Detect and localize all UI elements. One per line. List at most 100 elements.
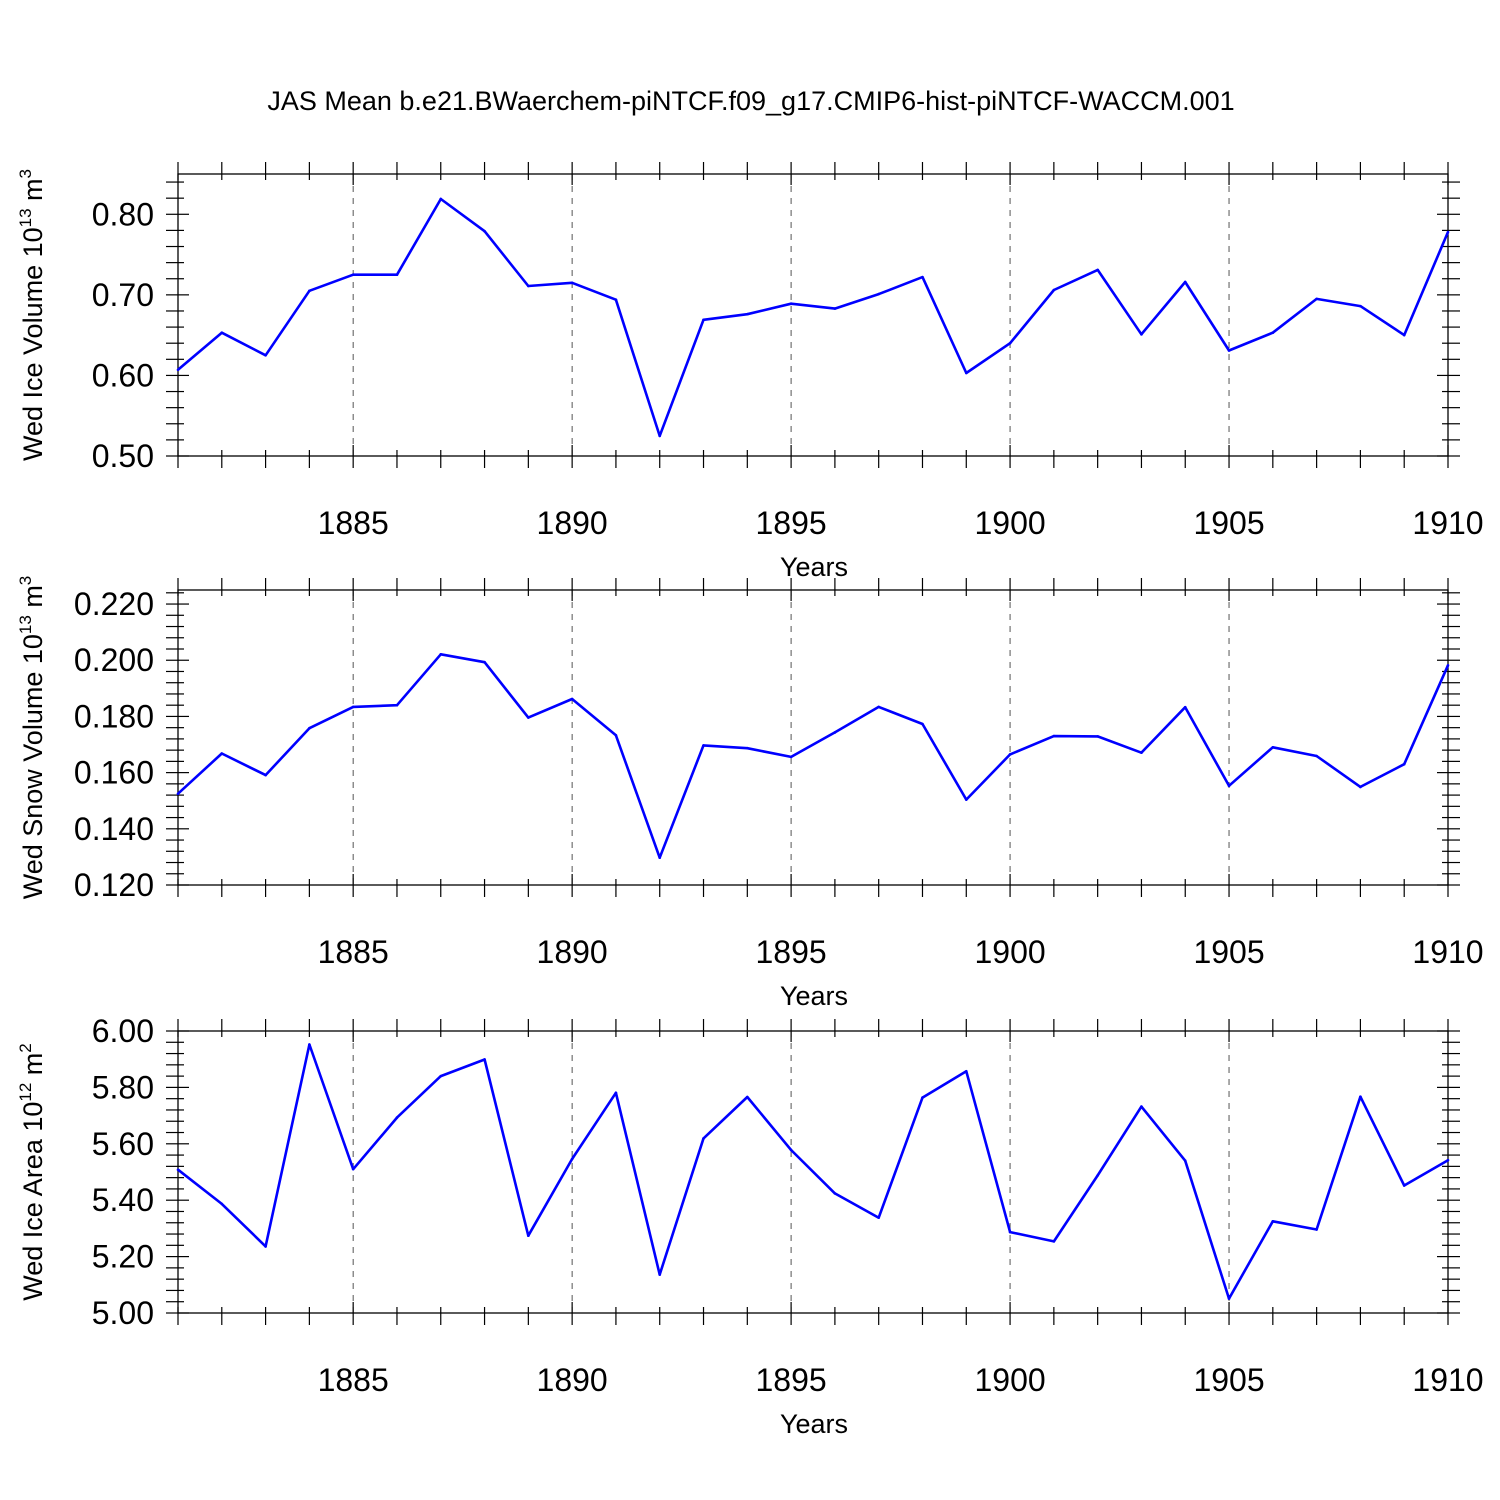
data-point [1183, 705, 1187, 709]
data-point [439, 1074, 443, 1078]
data-point [1096, 1174, 1099, 1177]
data-point [570, 1157, 574, 1161]
data-point [483, 660, 486, 664]
data-point [702, 744, 705, 747]
series-line [177, 652, 1450, 860]
data-point [176, 368, 180, 372]
x-tick-label: 1890 [537, 1362, 608, 1398]
data-point [308, 726, 311, 730]
y-axis-label-unit-exponent: 3 [16, 576, 35, 585]
data-point [1227, 1297, 1231, 1300]
data-point [964, 1070, 968, 1073]
data-point [658, 856, 662, 860]
y-tick-label: 5.00 [92, 1295, 154, 1331]
data-point [176, 1168, 180, 1172]
data-point [483, 1058, 486, 1061]
data-point [877, 292, 880, 296]
data-point [395, 1116, 399, 1119]
data-point [614, 733, 618, 737]
data-point [964, 798, 968, 801]
plot-frame [177, 1030, 1449, 1314]
data-point [176, 792, 180, 795]
y-tick-label: 0.50 [92, 438, 154, 474]
data-point [264, 353, 267, 357]
x-tick-label: 1905 [1193, 1362, 1264, 1398]
data-point [1315, 1228, 1318, 1231]
plot-frame [177, 589, 1449, 886]
y-axis-label-exponent: 13 [16, 615, 35, 634]
y-axis-label-exponent: 12 [16, 1083, 35, 1102]
data-point [527, 284, 530, 288]
x-tick-label: 1885 [318, 1362, 389, 1398]
chart-title: JAS Mean b.e21.BWaerchem-piNTCF.f09_g17.… [267, 86, 1234, 116]
data-point [1052, 288, 1056, 292]
data-point [1402, 762, 1406, 766]
data-point [1271, 331, 1275, 335]
data-point [570, 697, 574, 701]
data-point [1008, 341, 1012, 345]
data-point [921, 722, 924, 726]
data-point [1183, 1159, 1187, 1163]
data-point [308, 1043, 311, 1046]
data-point [702, 1137, 705, 1140]
data-point [1227, 784, 1231, 788]
x-tick-label: 1895 [756, 934, 827, 970]
data-point [1008, 1230, 1012, 1234]
data-point [264, 1245, 267, 1248]
data-point [1446, 663, 1450, 667]
data-point [1446, 230, 1450, 234]
data-point [1315, 297, 1318, 301]
y-tick-label: 0.200 [74, 642, 154, 678]
data-point [395, 703, 399, 707]
data-point [1402, 1184, 1406, 1187]
data-point [789, 302, 793, 306]
data-point [483, 229, 486, 233]
data-point [1052, 734, 1056, 738]
y-tick-label: 6.00 [92, 1013, 154, 1049]
data-point [921, 275, 924, 279]
x-tick-label: 1895 [756, 1362, 827, 1398]
data-point [1271, 1220, 1275, 1223]
x-tick-label: 1900 [974, 934, 1045, 970]
data-point [220, 1202, 224, 1206]
x-axis-label: Years [780, 981, 848, 1011]
x-tick-label: 1905 [1193, 934, 1264, 970]
data-point [264, 773, 267, 777]
data-point [833, 307, 837, 310]
data-point [351, 273, 355, 277]
x-tick-label: 1910 [1412, 934, 1483, 970]
x-tick-label: 1900 [974, 1362, 1045, 1398]
data-point [658, 1273, 662, 1276]
x-tick-label: 1910 [1412, 505, 1483, 541]
y-axis-label-unit-exponent: 3 [16, 169, 35, 178]
x-tick-label: 1885 [318, 505, 389, 541]
series-line [177, 1043, 1449, 1300]
plot-frame [177, 173, 1449, 457]
data-point [439, 653, 443, 656]
y-axis-label-exponent: 13 [16, 208, 35, 227]
data-point [746, 312, 749, 316]
y-axis-label-unit: m [18, 585, 48, 615]
data-point [789, 1148, 793, 1152]
y-tick-label: 5.60 [92, 1126, 154, 1162]
y-tick-label: 0.180 [74, 698, 154, 734]
data-point [746, 746, 749, 750]
data-point [658, 434, 662, 438]
data-point [833, 1192, 837, 1195]
data-point [1227, 349, 1231, 352]
y-axis-label: Wed Snow Volume 1013 m3 [16, 576, 48, 900]
data-point [570, 281, 574, 285]
y-tick-label: 0.70 [92, 277, 154, 313]
data-point [789, 755, 793, 759]
data-point [1096, 735, 1099, 738]
series-line [177, 197, 1450, 438]
data-point [527, 1234, 530, 1238]
y-axis-label-unit: m [18, 178, 48, 208]
y-tick-label: 5.80 [92, 1069, 154, 1105]
data-point [1052, 1240, 1056, 1243]
data-point [527, 716, 530, 719]
y-axis-label-text: Wed Ice Area 10 [18, 1102, 48, 1301]
data-point [439, 197, 443, 201]
data-point [702, 318, 705, 322]
data-point [220, 752, 224, 755]
